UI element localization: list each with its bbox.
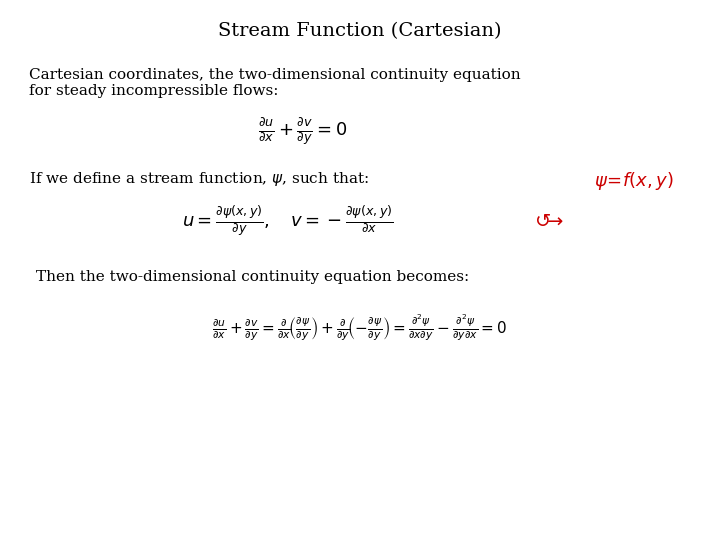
Text: Then the two-dimensional continuity equation becomes:: Then the two-dimensional continuity equa… [36,270,469,284]
Text: for steady incompressible flows:: for steady incompressible flows: [29,84,279,98]
Text: $\frac{\partial u}{\partial x} + \frac{\partial v}{\partial y} = 0$: $\frac{\partial u}{\partial x} + \frac{\… [258,116,347,147]
Text: If we define a stream function, $\psi$, such that:: If we define a stream function, $\psi$, … [29,170,369,188]
Text: $\circlearrowleft\!\!\!\!\rightarrow$: $\circlearrowleft\!\!\!\!\rightarrow$ [531,211,564,229]
Text: Cartesian coordinates, the two-dimensional continuity equation: Cartesian coordinates, the two-dimension… [29,68,521,82]
Text: Stream Function (Cartesian): Stream Function (Cartesian) [218,22,502,39]
Text: $\psi\!=\!f(x,y)$: $\psi\!=\!f(x,y)$ [594,170,673,192]
Text: $\frac{\partial u}{\partial x}+\frac{\partial v}{\partial y}=\frac{\partial}{\pa: $\frac{\partial u}{\partial x}+\frac{\pa… [212,313,508,343]
Text: $u = \frac{\partial \psi \left(x,y\right)}{\partial y},\quad v = -\frac{\partial: $u = \frac{\partial \psi \left(x,y\right… [182,205,394,239]
